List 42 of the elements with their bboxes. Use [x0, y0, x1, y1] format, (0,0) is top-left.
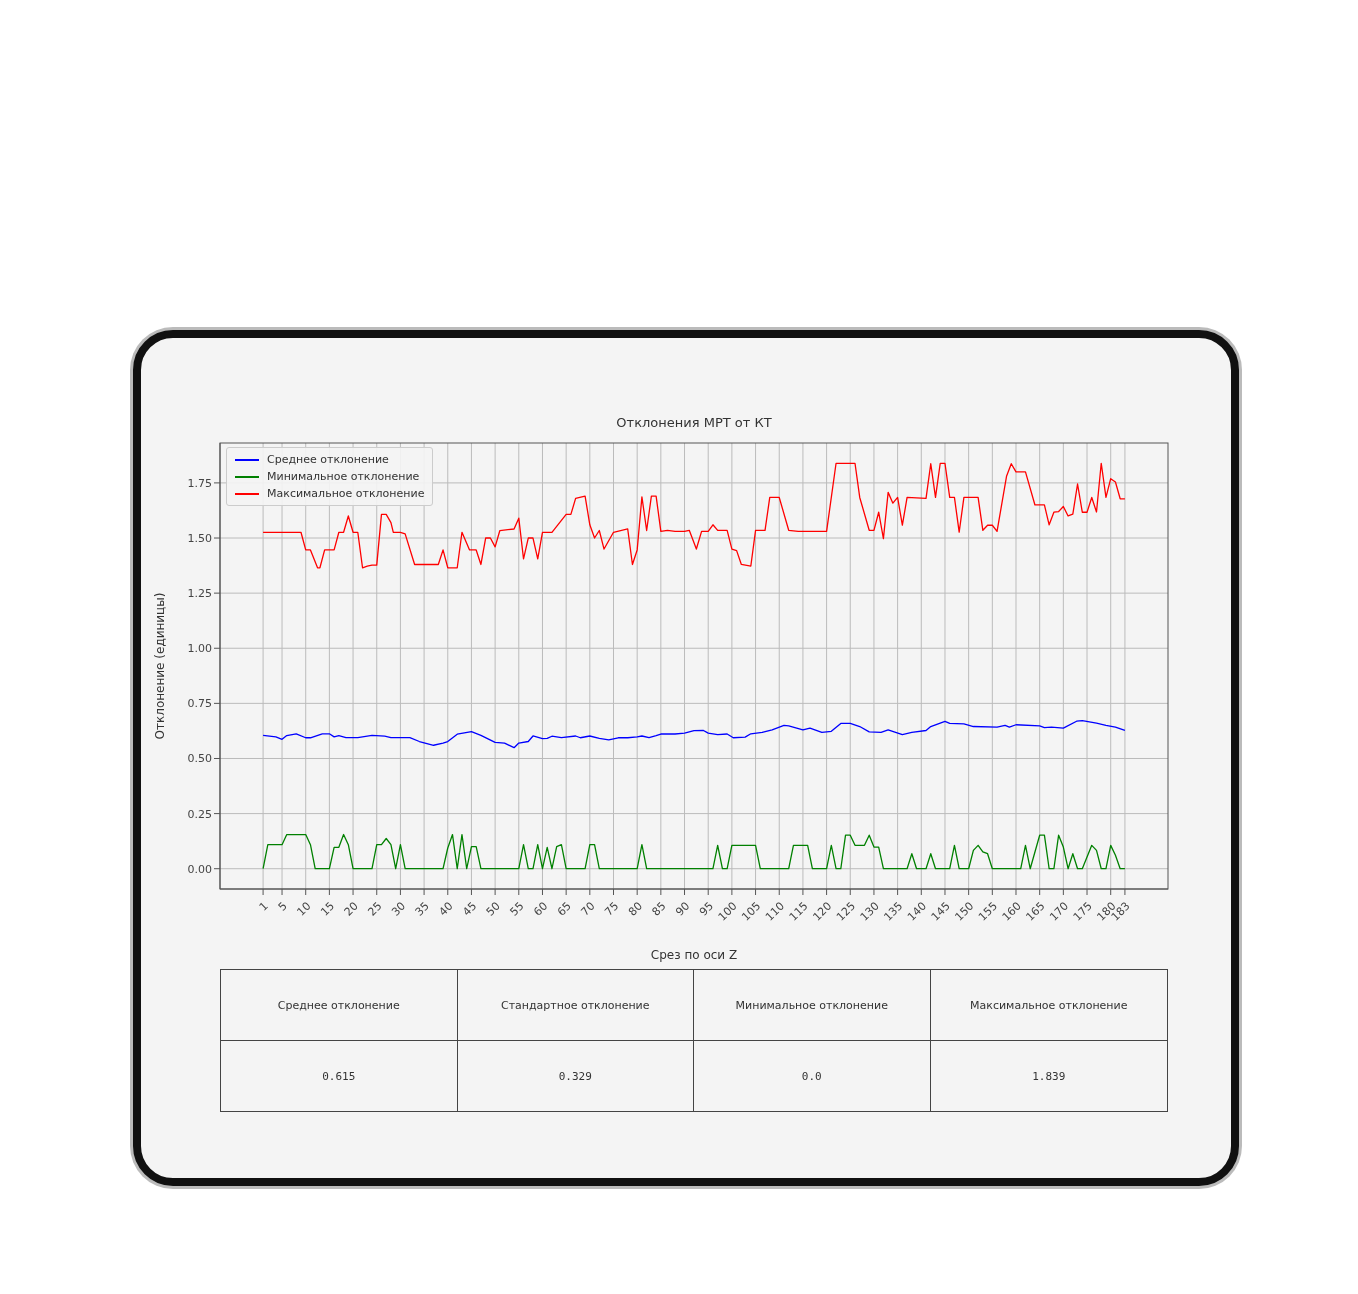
x-tick-label: 85	[649, 899, 669, 919]
x-tick-label: 50	[483, 899, 503, 919]
y-tick-label: 0.75	[187, 697, 212, 711]
x-tick-label: 25	[365, 899, 385, 919]
x-tick-label: 70	[578, 899, 598, 919]
x-tick-label: 20	[341, 899, 361, 919]
x-tick-label: 95	[696, 899, 716, 919]
y-tick-label: 1.75	[187, 476, 212, 490]
y-tick-label: 1.25	[187, 587, 212, 601]
x-tick-label: 15	[318, 899, 338, 919]
x-tick-label: 5	[275, 899, 290, 914]
x-axis-title: Срез по оси Z	[650, 948, 738, 962]
text: Минимальное отклонение	[694, 970, 931, 1041]
y-tick-label: 0.25	[187, 807, 212, 821]
y-tick-label: 1.00	[187, 642, 212, 656]
x-tick-label: 40	[436, 899, 456, 919]
y-axis-title: Отклонение (единицы)	[153, 592, 168, 740]
x-tick-label: 45	[460, 899, 480, 919]
text: Стандартное отклонение	[457, 970, 694, 1041]
text: 0.0	[694, 1041, 931, 1111]
chart-title: Отклонения МРТ от КТ	[615, 415, 773, 430]
x-tick-label: 10	[294, 899, 314, 919]
text: Среднее отклонение	[221, 970, 458, 1041]
y-tick-label: 1.50	[187, 531, 212, 545]
text: Максимальное отклонение	[930, 970, 1167, 1041]
y-tick-label: 0.50	[187, 752, 212, 766]
x-tick-label: 35	[412, 899, 432, 919]
text: 0.615	[221, 1041, 458, 1111]
legend-label: Минимальное отклонение	[267, 469, 420, 485]
x-tick-label: 65	[554, 899, 574, 919]
y-tick-label: 0.00	[187, 862, 212, 876]
x-tick-label: 75	[602, 899, 622, 919]
x-tick-label: 1	[256, 899, 271, 914]
x-tick-label: 30	[389, 899, 409, 919]
text: 1.839	[1031, 1068, 1067, 1085]
text: 0.329	[457, 1041, 694, 1111]
x-tick-label: 60	[531, 899, 551, 919]
x-tick-label: 90	[673, 899, 693, 919]
x-tick-label: 55	[507, 899, 527, 919]
legend-label: Среднее отклонение	[267, 452, 389, 468]
legend-label: Максимальное отклонение	[267, 486, 425, 502]
x-tick-label: 80	[625, 899, 645, 919]
